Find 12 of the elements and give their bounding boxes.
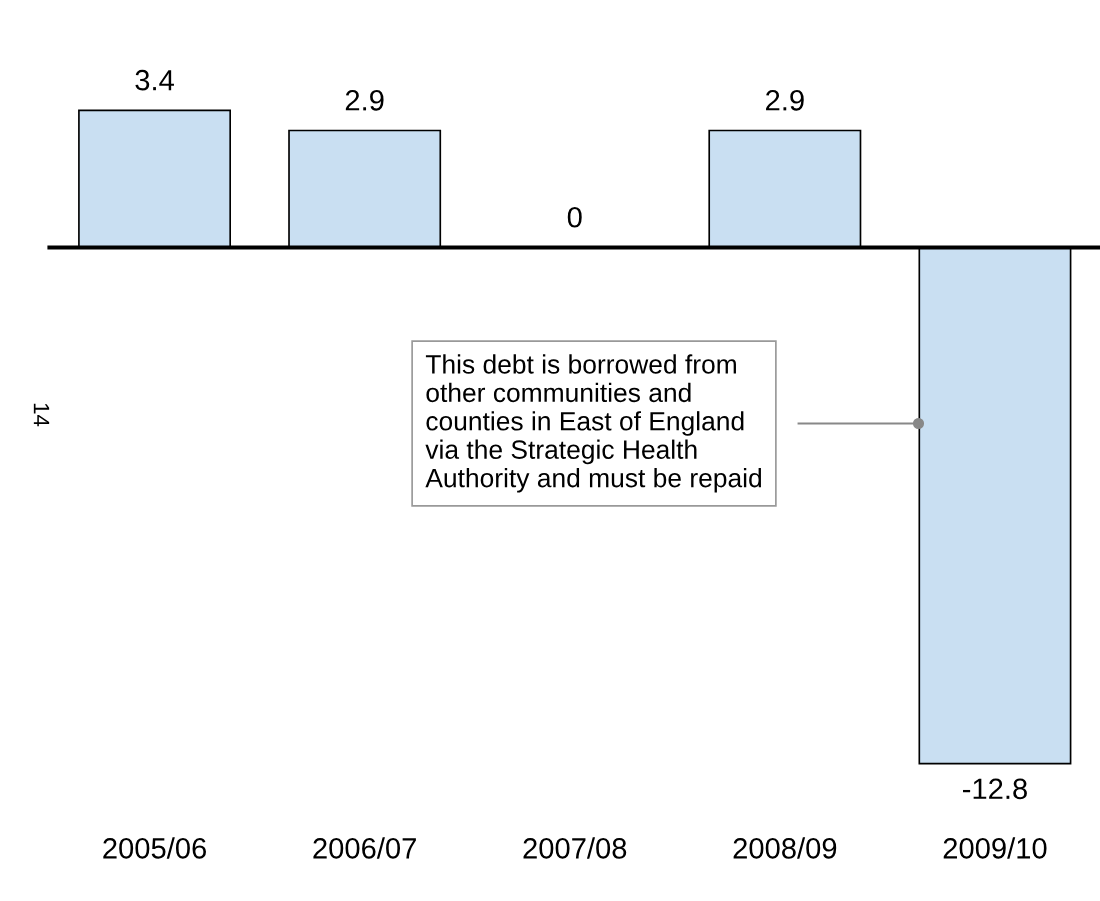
annotation: This debt is borrowed from other communities and counties in East of England via the Strategic Health Authority and must be repaid [425,354,762,493]
x-tick-label: 2008/09 [733,837,837,859]
data-label: 2.9 [345,90,384,111]
data-label: 2.9 [766,90,804,111]
x-tick-label: 2005/06 [103,837,206,859]
x-tick-label: 2009/10 [943,837,1047,859]
data-label: -12.8 [963,778,1027,800]
x-tick-label: 2007/08 [523,837,627,859]
data-label: 0 [567,206,582,228]
text: 14 [33,403,50,427]
data-label: 3.4 [135,69,174,91]
x-tick-label: 2006/07 [313,837,416,859]
